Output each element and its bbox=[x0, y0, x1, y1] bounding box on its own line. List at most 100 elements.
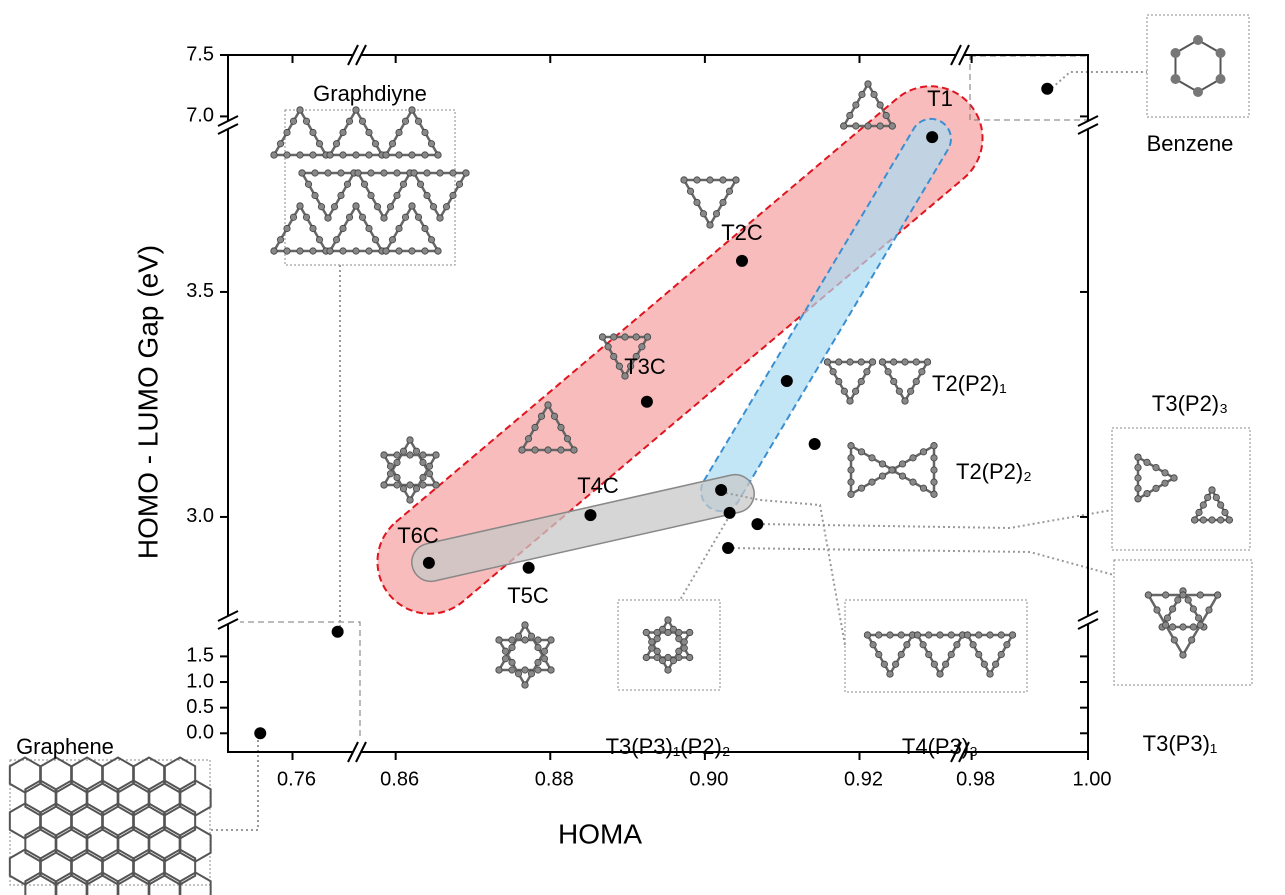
molecule-atom bbox=[882, 111, 890, 120]
molecule-atom bbox=[642, 628, 650, 637]
molecule-atom bbox=[653, 647, 661, 655]
molecule-atom bbox=[365, 224, 373, 233]
molecule-atom bbox=[401, 117, 410, 125]
molecule-atom bbox=[427, 236, 436, 244]
molecule-atom bbox=[296, 151, 304, 159]
molecule-atom bbox=[1134, 495, 1142, 503]
molecule-atom bbox=[406, 436, 414, 444]
axis-break-gap bbox=[956, 740, 964, 764]
molecule-ring bbox=[101, 756, 135, 794]
molecule-atom bbox=[642, 653, 650, 662]
molecule-atom bbox=[1196, 621, 1204, 629]
molecule-atom bbox=[337, 169, 345, 177]
axis-break-gap bbox=[216, 616, 240, 624]
point-label: T3(P3)₁(P2)₂ bbox=[606, 734, 731, 759]
molecule-atom bbox=[930, 478, 938, 486]
molecule-atom bbox=[901, 358, 909, 366]
molecule-atom bbox=[524, 435, 533, 443]
molecule-bond bbox=[355, 171, 413, 221]
data-point bbox=[522, 561, 535, 574]
molecule-atom bbox=[521, 666, 529, 674]
molecule-atom bbox=[1193, 87, 1203, 97]
molecule-ring bbox=[117, 779, 150, 817]
molecule-atom bbox=[302, 213, 311, 221]
molecule-atom bbox=[610, 352, 618, 361]
molecule-ring bbox=[86, 779, 119, 817]
molecule-atom bbox=[1195, 508, 1203, 517]
molecule-atom bbox=[527, 670, 536, 678]
molecule-atom bbox=[912, 377, 920, 386]
molecule-atom bbox=[1225, 516, 1233, 524]
x-tick-label: 0.88 bbox=[535, 768, 574, 790]
molecule-atom bbox=[847, 478, 855, 486]
molecule-atom bbox=[393, 458, 401, 467]
molecule-atom bbox=[1188, 636, 1196, 644]
point-label: T2C bbox=[721, 220, 763, 245]
x-tick-label: 0.76 bbox=[277, 768, 316, 790]
molecule-atom bbox=[1152, 484, 1160, 492]
molecule-atom bbox=[890, 377, 898, 386]
leader-line bbox=[720, 491, 846, 646]
molecule-atom bbox=[1170, 636, 1178, 644]
axis-break-gap bbox=[1076, 121, 1100, 129]
molecule-bond bbox=[681, 178, 739, 228]
molecule-atom bbox=[846, 111, 854, 120]
molecule-atom bbox=[410, 169, 418, 177]
axis-break-gap bbox=[216, 121, 240, 129]
point-label: T3(P3)₁ bbox=[1143, 731, 1218, 756]
molecule-atom bbox=[534, 636, 542, 644]
molecule-ring bbox=[163, 756, 197, 794]
molecule-bond bbox=[383, 107, 441, 157]
molecule-atom bbox=[442, 203, 451, 211]
molecule-atom bbox=[1208, 486, 1216, 494]
molecule-atom bbox=[1169, 605, 1177, 613]
molecule-atom bbox=[421, 224, 429, 233]
molecule-atom bbox=[508, 636, 516, 644]
molecule-atom bbox=[840, 122, 848, 130]
molecule-atom bbox=[311, 191, 319, 200]
molecule-atom bbox=[912, 358, 920, 366]
structure-boxes bbox=[9, 14, 1253, 886]
molecule-ring bbox=[148, 779, 181, 817]
molecule-bond bbox=[299, 171, 357, 221]
molecule-atom bbox=[527, 632, 536, 640]
molecule-atom bbox=[869, 641, 877, 649]
molecule-atom bbox=[1162, 621, 1170, 629]
molecule-atom bbox=[693, 198, 701, 207]
molecule-atom bbox=[296, 247, 304, 255]
molecule-atom bbox=[317, 203, 326, 211]
molecule-atom bbox=[890, 358, 898, 366]
molecule-atom bbox=[1217, 516, 1225, 524]
molecule-atom bbox=[449, 169, 457, 177]
molecule-bond bbox=[496, 622, 554, 672]
molecule-atom bbox=[330, 203, 339, 211]
molecule-atom bbox=[283, 247, 291, 255]
molecule-atom bbox=[508, 643, 516, 652]
leader-line bbox=[757, 509, 1113, 530]
point-label: T2(P2)₂ bbox=[956, 459, 1032, 484]
molecule-atom bbox=[393, 451, 401, 459]
molecule-atom bbox=[1134, 474, 1142, 482]
molecule-ring bbox=[163, 848, 197, 886]
molecule-atom bbox=[930, 466, 938, 474]
molecule-atom bbox=[1196, 591, 1204, 599]
molecule-atom bbox=[1215, 48, 1226, 58]
molecule-atom bbox=[1170, 74, 1181, 84]
molecule-atom bbox=[311, 169, 319, 177]
molecule-ring bbox=[39, 756, 73, 794]
molecule-atom bbox=[326, 247, 334, 255]
molecule-atom bbox=[1161, 479, 1169, 487]
molecule-atom bbox=[544, 401, 552, 409]
data-point bbox=[780, 375, 793, 388]
molecule-atom bbox=[1214, 591, 1222, 599]
molecule-ring bbox=[179, 779, 212, 817]
data-point bbox=[1041, 82, 1054, 95]
molecule-atom bbox=[638, 343, 646, 351]
molecule-atom bbox=[675, 647, 683, 655]
molecule-atom bbox=[408, 247, 416, 255]
molecule-atom bbox=[1194, 614, 1203, 622]
molecule-bond bbox=[327, 203, 385, 253]
molecule-atom bbox=[315, 236, 324, 244]
x-axis-title: HOMA bbox=[558, 818, 642, 849]
molecule-bond bbox=[849, 443, 896, 497]
